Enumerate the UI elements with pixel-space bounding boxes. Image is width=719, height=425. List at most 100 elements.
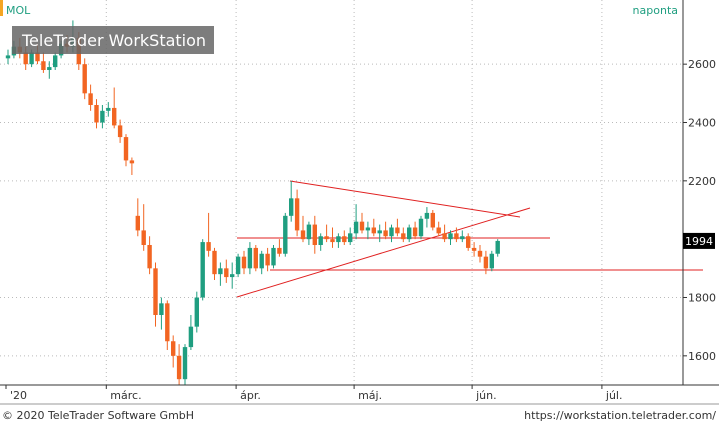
candle-body <box>277 247 282 254</box>
copyright: © 2020 TeleTrader Software GmbH <box>2 409 194 422</box>
candle-body <box>353 221 359 234</box>
candle-body <box>235 256 241 275</box>
candle-body <box>448 233 453 240</box>
candle-body <box>129 160 135 164</box>
y-tick-label: 2600 <box>688 58 716 71</box>
candle-body <box>348 233 353 243</box>
candle-body <box>383 230 388 237</box>
candle-body <box>182 347 188 380</box>
x-tick-label: máj. <box>358 389 382 402</box>
candle-body <box>53 55 58 68</box>
candle-body <box>401 233 406 240</box>
last-price-box <box>683 232 715 249</box>
y-tick-label: 2200 <box>688 175 716 188</box>
candle-body <box>271 247 276 266</box>
candle-body <box>359 221 365 231</box>
candle-body <box>29 52 34 65</box>
x-tick-label: ápr. <box>240 389 261 402</box>
candle-body <box>253 247 258 269</box>
symbol: MOL <box>6 4 31 17</box>
candle-body <box>106 107 111 111</box>
symbol-marker <box>0 0 3 16</box>
trendline <box>289 180 521 218</box>
candle-body <box>88 93 93 105</box>
candle-body <box>336 236 341 243</box>
y-tick-label: 1600 <box>688 350 716 363</box>
candle-body <box>5 55 11 59</box>
candle-body <box>35 52 40 62</box>
candle-body <box>395 227 400 234</box>
candle-body <box>153 268 158 315</box>
candle-body <box>466 236 471 248</box>
candle-body <box>477 250 483 257</box>
candle-body <box>342 236 347 243</box>
candle-body <box>442 233 447 240</box>
x-tick-label: '20 <box>10 389 27 402</box>
candle-body <box>318 236 323 245</box>
candle-body <box>289 198 294 216</box>
candle-body <box>247 247 253 269</box>
candle-body <box>141 230 146 245</box>
candle-body <box>194 297 199 327</box>
trendline <box>236 207 531 298</box>
candle-body <box>265 253 270 266</box>
x-tick-label: márc. <box>110 389 141 402</box>
candle-body <box>23 52 28 65</box>
candle-body <box>200 242 205 298</box>
candle-body <box>47 67 52 70</box>
candle-body <box>412 227 418 237</box>
candle-body <box>41 61 46 70</box>
candle-body <box>324 236 329 240</box>
candle-body <box>330 239 335 243</box>
y-tick-label: 1800 <box>688 292 716 305</box>
candle-body <box>471 247 477 251</box>
candle-body <box>224 268 229 278</box>
candle-body <box>306 224 312 240</box>
last-price: 1994 <box>685 235 713 248</box>
candle-body <box>294 198 300 231</box>
candle-body <box>94 105 99 123</box>
candle-body <box>117 125 123 138</box>
candle-body <box>365 227 371 231</box>
x-tick-label: júl. <box>605 389 623 402</box>
candle-body <box>483 256 489 269</box>
y-tick-label: 2400 <box>688 117 716 130</box>
candle-body <box>159 303 164 315</box>
candle-body <box>212 250 217 275</box>
candle-body <box>259 253 264 269</box>
candle-body <box>135 215 140 231</box>
candle-body <box>176 355 182 380</box>
candle-body <box>407 227 412 240</box>
candle-body <box>371 227 376 234</box>
candle-body <box>241 256 247 269</box>
candle-body <box>377 230 382 234</box>
candle-body <box>389 227 394 237</box>
candle-body <box>495 240 500 254</box>
candle-body <box>436 227 441 234</box>
watermark: TeleTrader WorkStation <box>21 31 206 50</box>
candle-body <box>418 218 424 237</box>
url[interactable]: https://workstation.teletrader.com/ <box>524 409 716 422</box>
candle-body <box>489 253 494 269</box>
candle-body <box>460 236 465 240</box>
candle-body <box>147 245 152 269</box>
candle-body <box>424 212 430 219</box>
candle-body <box>283 215 288 254</box>
candle-body <box>312 224 317 245</box>
candle-body <box>206 242 211 251</box>
trendlines <box>236 180 703 298</box>
candle-body <box>112 107 117 126</box>
candle-body <box>100 110 105 123</box>
interval: naponta <box>633 4 678 17</box>
x-tick-label: jún. <box>475 389 497 402</box>
candle-body <box>300 230 306 240</box>
watermark-box <box>12 26 214 54</box>
candle-body <box>454 233 459 240</box>
candle-body <box>218 268 223 275</box>
candle-body <box>171 341 176 356</box>
candle-body <box>123 137 129 161</box>
candle-body <box>82 64 87 94</box>
candle-body <box>165 303 170 342</box>
